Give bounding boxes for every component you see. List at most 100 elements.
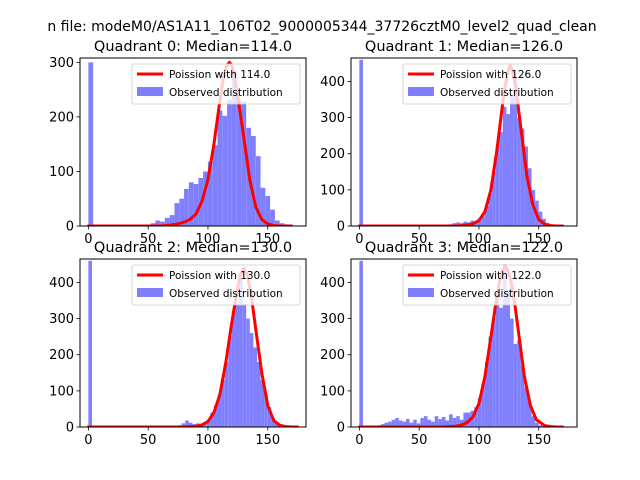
y-tick-label: 0 (66, 220, 74, 235)
x-tick-label: 150 (526, 232, 551, 247)
histogram-bar (517, 117, 521, 226)
histogram-bar (502, 106, 507, 226)
histogram-bar (524, 146, 528, 226)
y-tick-label: 0 (337, 220, 345, 235)
legend-label: Observed distribution (440, 288, 554, 300)
histogram-bar (224, 361, 229, 427)
histogram-bar (510, 318, 514, 427)
histogram-bar (395, 417, 399, 427)
histogram-bar (402, 421, 407, 427)
x-tick-label: 0 (355, 433, 363, 448)
histogram-bar (520, 128, 525, 226)
histogram-bar (207, 161, 213, 226)
histogram-bar (228, 336, 232, 427)
histogram-bar (88, 260, 92, 427)
histogram-bar (160, 221, 165, 226)
x-tick-label: 100 (467, 433, 492, 448)
legend-label: Observed distribution (169, 87, 283, 99)
histogram-bar (488, 193, 493, 226)
subplot-title: Quadrant 2: Median=130.0 (94, 240, 292, 256)
histogram-bar (267, 407, 272, 427)
histogram-bar (188, 182, 194, 226)
histogram-bar (250, 136, 256, 226)
histogram-bar (506, 114, 511, 226)
histogram-bar (477, 398, 482, 427)
y-tick-label: 300 (320, 111, 345, 126)
histogram-bar (185, 420, 189, 427)
legend-label: Poission with 122.0 (440, 270, 541, 282)
y-tick-label: 300 (320, 312, 345, 327)
y-tick-label: 200 (320, 348, 345, 363)
y-tick-label: 300 (49, 56, 74, 71)
y-tick-label: 100 (320, 384, 345, 399)
histogram-bar (391, 419, 396, 427)
histogram-bar (499, 132, 503, 226)
axes-frame (79, 258, 307, 428)
y-tick-label: 200 (320, 147, 345, 162)
y-tick-label: 400 (320, 276, 345, 291)
histogram-bar (456, 222, 460, 226)
histogram-bar (431, 421, 435, 427)
x-tick-label: 0 (355, 232, 363, 247)
histogram-bar (265, 196, 271, 226)
histogram-bar (271, 417, 275, 427)
histogram-bar (449, 414, 453, 427)
figure-suptitle: n file: modeM0/AS1A11_106T02_9000005344_… (47, 19, 596, 35)
histogram-bar (413, 419, 417, 427)
legend-bar-swatch (137, 87, 163, 96)
histogram-bar (492, 171, 496, 226)
histogram-bar (246, 318, 250, 427)
histogram-bar (438, 419, 442, 427)
subplot-quadrant-3: 0 50 100 150 0 100 200 300 400 Quadrant 3: Median… (320, 240, 578, 448)
histogram-bar (235, 304, 240, 427)
histogram-bar (169, 215, 175, 226)
histogram-bar (441, 416, 446, 427)
histogram-bar (531, 416, 536, 427)
histogram-bar (184, 188, 189, 226)
histogram-bar (181, 423, 186, 427)
histogram-bar (236, 100, 242, 226)
plot-area (86, 260, 300, 427)
histogram-bar (538, 211, 543, 226)
histogram-bar (513, 343, 518, 427)
histogram-bar (398, 420, 403, 427)
histogram-bar (203, 171, 208, 226)
histogram-bar (213, 405, 218, 427)
subplot-title: Quadrant 3: Median=122.0 (365, 240, 563, 256)
histogram-bar (270, 209, 275, 226)
x-tick-label: 150 (255, 232, 280, 247)
legend-label: Poission with 130.0 (169, 270, 270, 282)
histogram-bar (227, 99, 232, 226)
y-tick-label: 300 (49, 312, 74, 327)
histogram-bar (179, 198, 185, 226)
histogram-bar (452, 417, 457, 427)
histogram-bar (520, 365, 525, 427)
histogram-bar (427, 419, 432, 427)
histogram-bar (474, 407, 478, 427)
histogram-bar (174, 203, 180, 226)
histogram-bar (210, 412, 214, 427)
histogram-bar (274, 220, 280, 226)
histogram-bar (206, 419, 211, 427)
x-tick-label: 50 (411, 232, 428, 247)
histogram-bar (481, 383, 485, 427)
x-tick-label: 50 (411, 433, 428, 448)
histogram-bar (359, 59, 363, 226)
histogram-bar (88, 62, 94, 226)
histogram-bar (488, 336, 493, 427)
histogram-bar (477, 218, 482, 226)
x-tick-label: 150 (255, 433, 280, 448)
histogram-bar (242, 304, 247, 427)
histogram-bar (384, 422, 389, 427)
histogram-bar (423, 416, 428, 427)
legend-bar-swatch (408, 288, 434, 297)
legend-label: Observed distribution (169, 288, 283, 300)
x-tick-label: 50 (140, 433, 157, 448)
histogram-bar (463, 412, 467, 427)
legend: Poission with 126.0 Observed distribution (402, 63, 572, 105)
x-tick-label: 0 (84, 232, 92, 247)
y-tick-label: 100 (320, 183, 345, 198)
histogram-bar (239, 278, 243, 427)
histogram-bar (535, 422, 539, 427)
